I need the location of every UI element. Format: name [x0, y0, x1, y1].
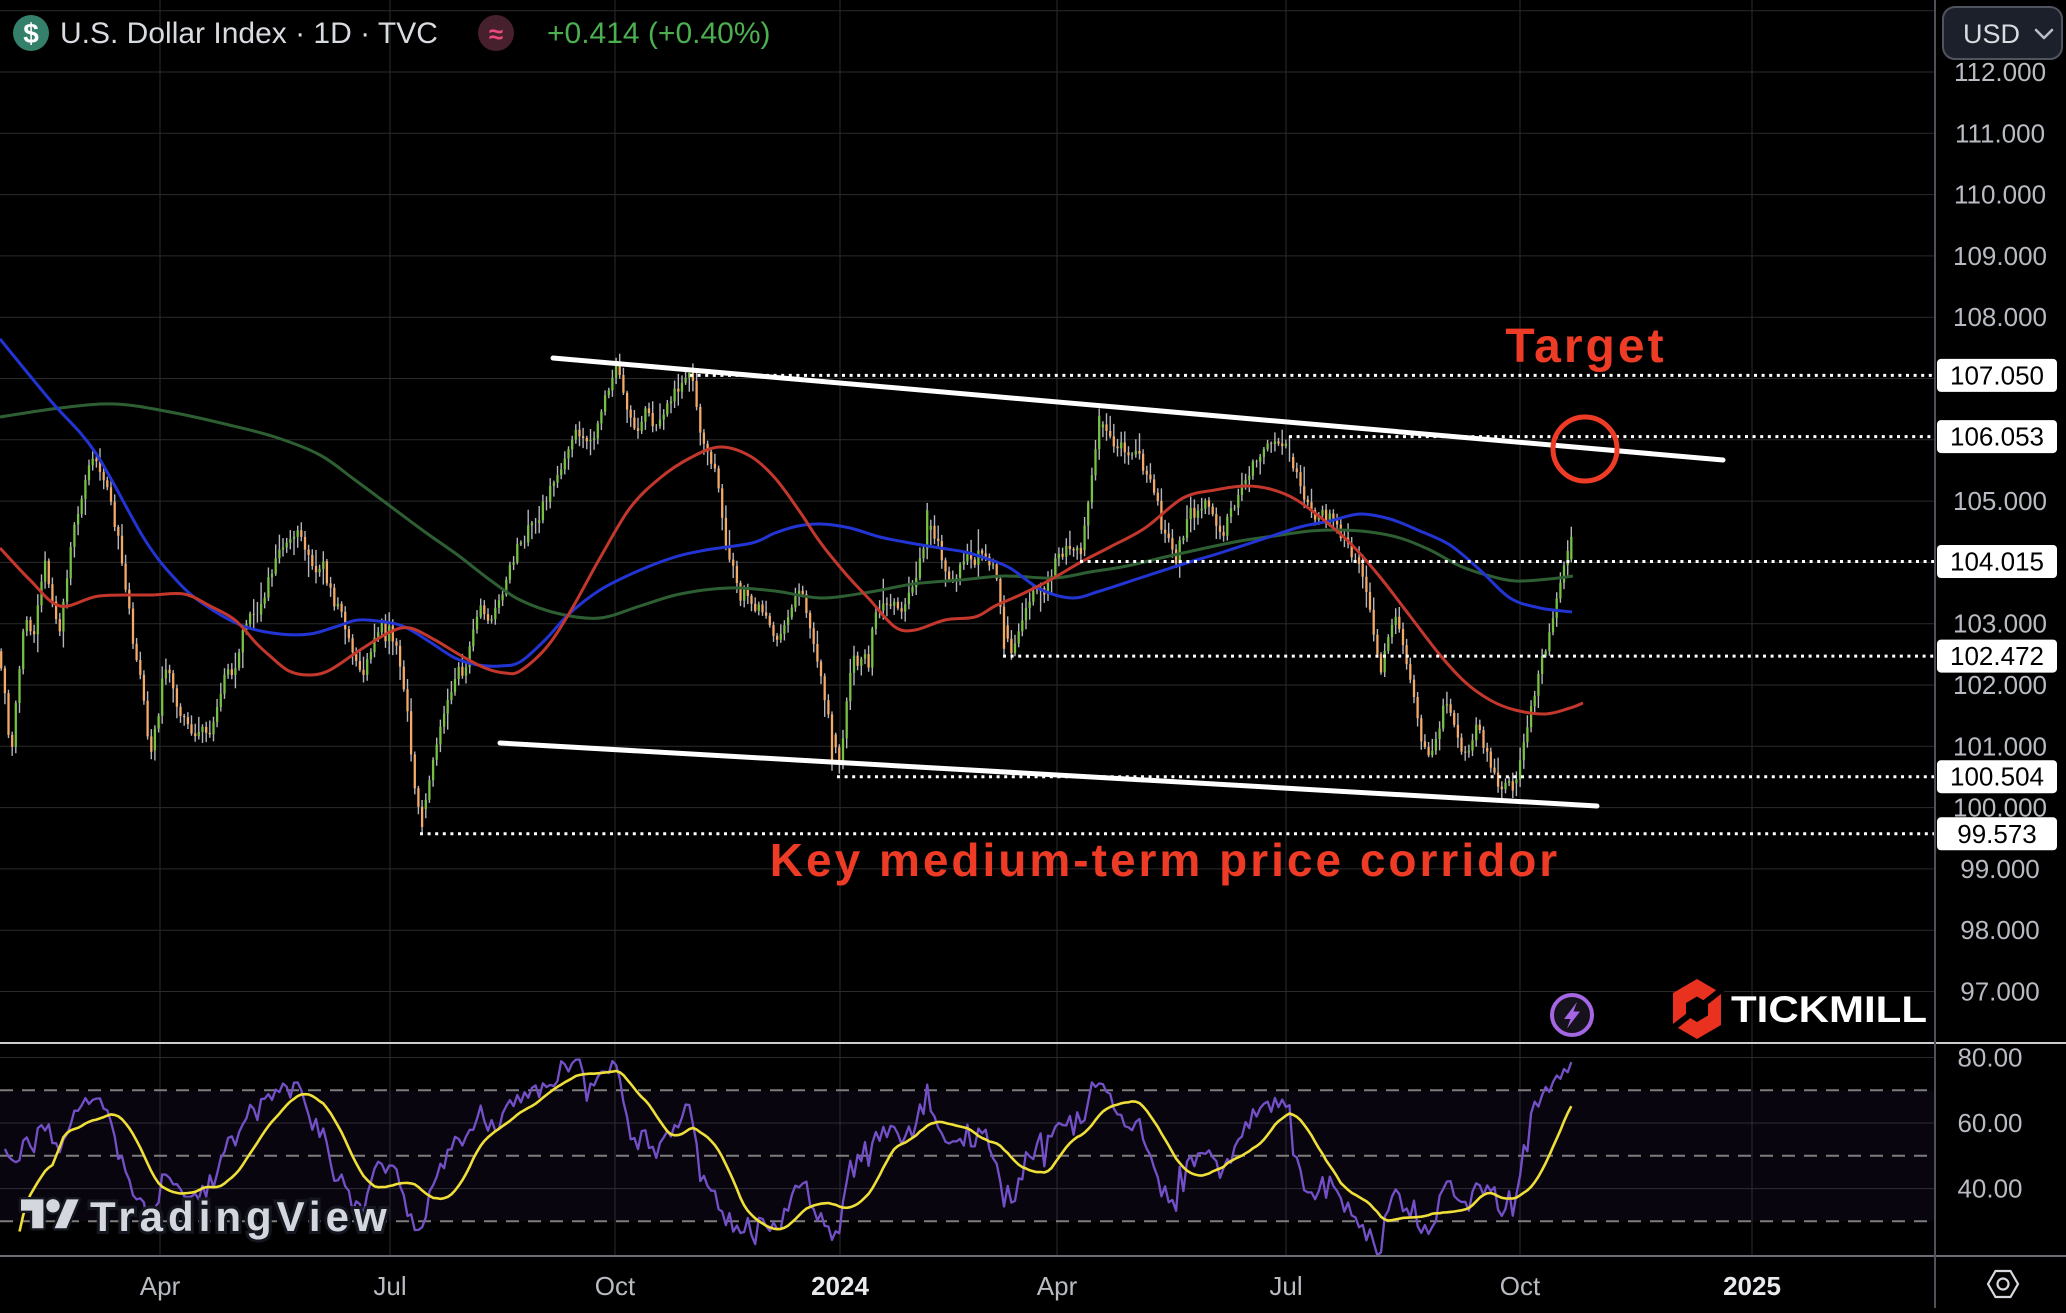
svg-text:101.000: 101.000 — [1953, 731, 2047, 761]
svg-text:99.000: 99.000 — [1960, 854, 2040, 884]
svg-text:+0.414 (+0.40%): +0.414 (+0.40%) — [547, 17, 771, 50]
svg-text:111.000: 111.000 — [1955, 118, 2045, 148]
svg-text:109.000: 109.000 — [1953, 241, 2047, 271]
svg-text:USD: USD — [1963, 19, 2020, 49]
svg-text:Apr: Apr — [140, 1271, 181, 1301]
svg-text:Jul: Jul — [373, 1271, 406, 1301]
svg-text:102.000: 102.000 — [1953, 670, 2047, 700]
svg-text:Jul: Jul — [1269, 1271, 1302, 1301]
svg-text:≈: ≈ — [489, 19, 503, 49]
svg-text:Key medium-term price corridor: Key medium-term price corridor — [770, 834, 1560, 886]
svg-text:98.000: 98.000 — [1960, 915, 2040, 945]
svg-text:104.015: 104.015 — [1950, 547, 2044, 577]
svg-text:107.050: 107.050 — [1950, 360, 2044, 390]
svg-text:106.053: 106.053 — [1950, 422, 2044, 452]
svg-text:2024: 2024 — [811, 1271, 869, 1301]
svg-text:Oct: Oct — [595, 1271, 636, 1301]
svg-text:100.504: 100.504 — [1950, 762, 2044, 792]
svg-text:TradingView: TradingView — [90, 1193, 392, 1240]
svg-text:112.000: 112.000 — [1954, 57, 2046, 87]
svg-text:60.00: 60.00 — [1957, 1108, 2022, 1138]
svg-text:99.573: 99.573 — [1957, 819, 2037, 849]
svg-text:Target: Target — [1505, 320, 1666, 373]
svg-text:103.000: 103.000 — [1953, 609, 2047, 639]
svg-text:97.000: 97.000 — [1960, 977, 2040, 1007]
svg-text:40.00: 40.00 — [1957, 1174, 2022, 1204]
svg-text:Oct: Oct — [1500, 1271, 1541, 1301]
svg-text:Apr: Apr — [1037, 1271, 1078, 1301]
svg-text:110.000: 110.000 — [1954, 180, 2046, 210]
svg-text:108.000: 108.000 — [1953, 302, 2047, 332]
svg-text:U.S. Dollar Index · 1D · TVC: U.S. Dollar Index · 1D · TVC — [60, 17, 438, 50]
svg-text:$: $ — [23, 18, 39, 49]
svg-text:TICKMILL: TICKMILL — [1731, 989, 1927, 1030]
svg-text:2025: 2025 — [1723, 1271, 1781, 1301]
svg-text:105.000: 105.000 — [1953, 486, 2047, 516]
svg-text:80.00: 80.00 — [1957, 1043, 2022, 1073]
svg-text:102.472: 102.472 — [1950, 641, 2044, 671]
